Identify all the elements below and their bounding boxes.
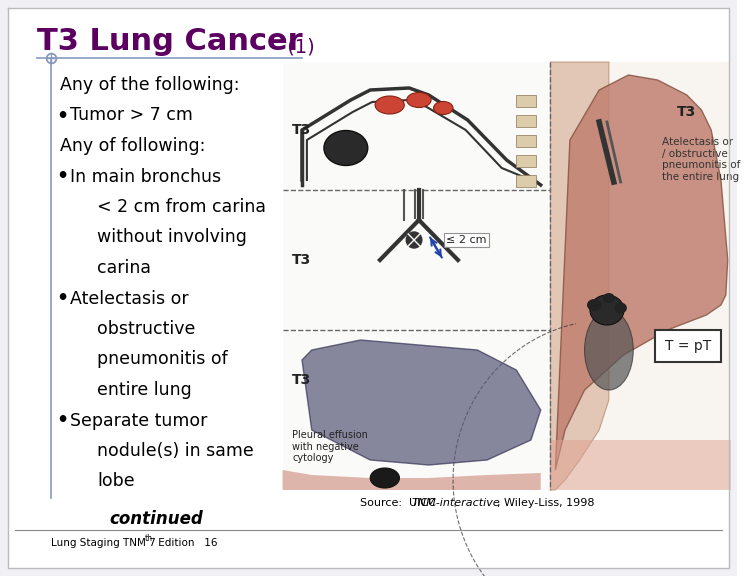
Text: Source:  UICC: Source: UICC [361,498,440,508]
Text: Lung Staging TNM 7: Lung Staging TNM 7 [51,538,156,548]
Text: •: • [57,107,69,126]
Text: pneumonitis of: pneumonitis of [98,351,228,369]
Text: T3: T3 [677,105,696,119]
Text: nodule(s) in same: nodule(s) in same [98,442,254,460]
Ellipse shape [603,293,615,303]
Ellipse shape [433,101,453,115]
Text: Atelectasis or
/ obstructive
pneumonitis of
the entire lung: Atelectasis or / obstructive pneumonitis… [662,137,741,182]
Ellipse shape [587,299,602,311]
Text: TNM-interactive: TNM-interactive [411,498,500,508]
Polygon shape [550,440,731,490]
Bar [283,62,550,490]
Ellipse shape [615,302,627,313]
Bar [516,95,536,107]
Text: ≤ 2 cm: ≤ 2 cm [446,235,487,245]
Text: entire lung: entire lung [98,381,192,399]
Circle shape [406,232,422,248]
Text: < 2 cm from carina: < 2 cm from carina [98,198,266,216]
Text: •: • [57,168,69,187]
Text: continued: continued [109,510,203,528]
Text: •: • [57,411,69,430]
Text: carina: carina [98,259,151,277]
Text: Edition   16: Edition 16 [155,538,218,548]
Ellipse shape [324,131,367,165]
Ellipse shape [584,310,634,390]
Text: Any of the following:: Any of the following: [60,76,240,94]
Text: , Wiley-Liss, 1998: , Wiley-Liss, 1998 [497,498,594,508]
Ellipse shape [407,93,431,108]
Text: Pleural effusion
with negative
cytology: Pleural effusion with negative cytology [293,430,368,463]
Bar [516,115,536,127]
Bar [550,62,731,490]
Text: lobe: lobe [98,472,135,491]
Text: Separate tumor: Separate tumor [70,411,207,430]
Text: T3: T3 [293,123,311,137]
Text: obstructive: obstructive [98,320,196,338]
Text: Atelectasis or: Atelectasis or [70,290,189,308]
Text: Tumor > 7 cm: Tumor > 7 cm [70,107,193,124]
Polygon shape [556,75,728,470]
Text: T3: T3 [293,253,311,267]
Ellipse shape [375,96,404,114]
Bar [516,155,536,167]
Bar [516,135,536,147]
Bar [516,175,536,187]
Text: (1): (1) [280,37,314,56]
Text: T3: T3 [293,373,311,387]
Polygon shape [302,340,541,465]
Ellipse shape [370,468,399,488]
Text: •: • [57,290,69,309]
Text: Any of following:: Any of following: [60,137,206,155]
Text: th: th [145,534,153,543]
Polygon shape [550,62,609,490]
Text: T = pT: T = pT [665,339,711,353]
Ellipse shape [590,295,624,325]
Text: T3 Lung Cancer: T3 Lung Cancer [37,28,302,56]
Bar [655,330,721,362]
Text: In main bronchus: In main bronchus [70,168,222,185]
Text: without involving: without involving [98,229,247,247]
